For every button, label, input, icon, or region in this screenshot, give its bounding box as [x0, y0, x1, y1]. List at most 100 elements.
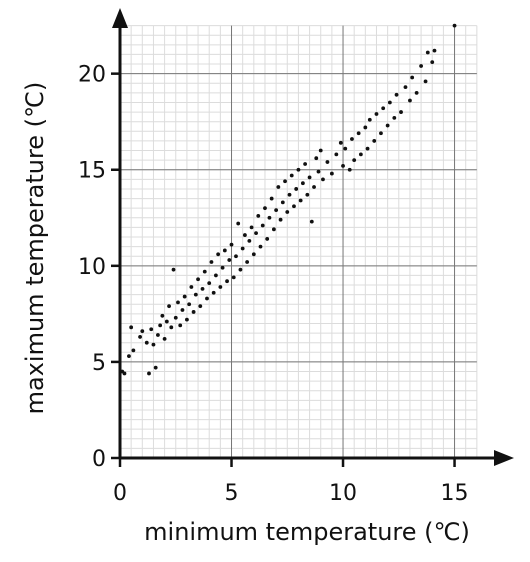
- data-point: [298, 198, 303, 203]
- data-point: [271, 227, 276, 232]
- data-point: [202, 269, 207, 274]
- data-point: [129, 325, 134, 330]
- y-tick-label: 10: [78, 255, 106, 280]
- data-point: [329, 171, 334, 176]
- data-point: [260, 223, 265, 228]
- data-point: [300, 181, 305, 186]
- data-point: [214, 273, 218, 278]
- data-point: [220, 265, 225, 270]
- data-point: [280, 200, 285, 205]
- data-point: [430, 60, 435, 65]
- data-point: [365, 146, 370, 151]
- x-axis-title: minimum temperature (℃): [144, 518, 470, 546]
- data-point: [156, 333, 160, 337]
- y-tick-label: 5: [92, 351, 106, 376]
- data-point: [423, 79, 428, 84]
- data-point: [379, 131, 383, 136]
- y-tick-label: 15: [78, 159, 106, 184]
- data-point: [338, 140, 343, 145]
- data-point: [245, 260, 250, 264]
- data-point: [316, 169, 321, 174]
- data-point: [122, 371, 127, 376]
- data-point: [452, 23, 457, 28]
- data-point: [207, 281, 212, 286]
- data-point: [242, 233, 247, 237]
- data-point: [225, 279, 229, 284]
- data-point: [236, 221, 241, 226]
- data-point: [347, 167, 352, 172]
- data-point: [387, 100, 392, 105]
- data-point: [153, 365, 158, 370]
- data-point: [149, 327, 154, 332]
- data-point: [216, 252, 221, 257]
- data-point: [138, 335, 142, 339]
- data-point: [283, 179, 287, 184]
- y-axis-title: maximum temperature (℃): [21, 82, 49, 415]
- x-tick-label: 15: [441, 481, 469, 506]
- data-point: [196, 277, 200, 282]
- x-axis-arrow: [494, 450, 514, 466]
- data-point: [182, 294, 187, 299]
- data-point: [321, 177, 325, 182]
- data-point: [191, 310, 196, 314]
- data-point: [312, 185, 316, 189]
- data-point: [350, 137, 354, 141]
- data-point: [309, 219, 314, 224]
- data-point: [403, 85, 408, 90]
- data-point: [285, 210, 290, 214]
- data-point: [414, 90, 419, 95]
- data-point: [367, 117, 372, 122]
- y-axis-arrow: [112, 8, 128, 28]
- data-point: [147, 371, 151, 376]
- data-point: [385, 123, 390, 128]
- data-point: [305, 192, 310, 197]
- data-point: [234, 254, 238, 259]
- data-point: [394, 92, 399, 97]
- data-point: [374, 112, 379, 116]
- data-point: [254, 231, 258, 236]
- data-point: [343, 146, 348, 151]
- data-point: [127, 354, 131, 359]
- data-point: [211, 290, 216, 295]
- data-point: [289, 173, 294, 178]
- axes: [111, 8, 514, 467]
- data-point: [198, 304, 203, 309]
- y-tick-label: 0: [92, 447, 106, 472]
- data-point: [263, 206, 267, 211]
- data-point: [189, 285, 194, 289]
- y-tick-label: 20: [78, 63, 106, 88]
- data-point: [432, 48, 437, 53]
- data-point: [292, 204, 296, 209]
- data-point: [334, 152, 339, 157]
- data-point: [381, 106, 386, 111]
- data-point: [325, 160, 330, 164]
- data-point: [425, 50, 430, 55]
- data-point: [372, 139, 377, 143]
- minor-grid: [119, 25, 478, 459]
- data-point: [227, 258, 232, 262]
- data-point: [209, 260, 214, 264]
- data-point: [187, 302, 192, 307]
- data-point: [144, 340, 149, 345]
- data-point: [131, 348, 136, 353]
- data-point: [267, 215, 272, 220]
- data-point: [318, 148, 323, 153]
- data-point: [265, 237, 270, 241]
- data-point: [176, 300, 180, 305]
- data-point: [358, 152, 363, 157]
- data-point: [251, 252, 256, 257]
- data-point: [356, 131, 361, 136]
- data-point: [307, 175, 312, 180]
- data-point: [167, 304, 171, 309]
- data-point: [205, 296, 209, 301]
- data-point: [140, 329, 145, 334]
- data-point: [160, 313, 165, 318]
- data-point: [269, 196, 274, 201]
- data-point: [240, 246, 245, 251]
- data-point: [218, 285, 223, 289]
- data-point: [200, 286, 205, 291]
- data-point: [296, 167, 301, 172]
- data-point: [169, 325, 174, 330]
- data-point: [392, 115, 397, 120]
